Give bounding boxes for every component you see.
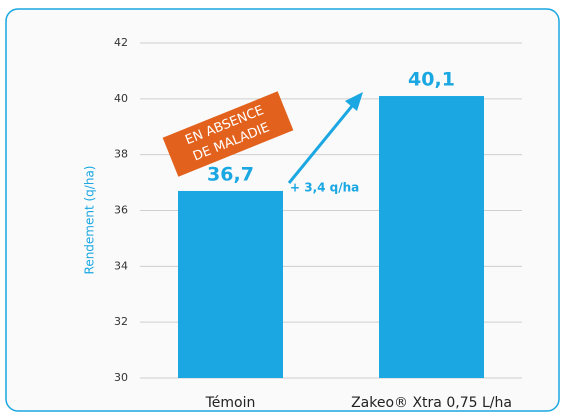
y-tick-label: 34: [114, 259, 128, 272]
badge: EN ABSENCE DE MALADIE: [162, 91, 294, 177]
bar: [178, 190, 283, 378]
badge-box: [162, 91, 294, 177]
annotations: EN ABSENCE DE MALADIE + 3,4 q/ha: [162, 91, 363, 195]
difference-label: + 3,4 q/ha: [290, 181, 359, 195]
bar: [379, 96, 484, 379]
y-tick-label: 42: [114, 36, 128, 49]
x-tick-label: Zakeo® Xtra 0,75 L/ha: [351, 395, 512, 411]
y-tick-label: 30: [114, 371, 128, 384]
y-tick-label: 36: [114, 204, 128, 217]
y-tick-label: 32: [114, 315, 128, 328]
plot: 30 32 34 36 38 40 42 Témoin 36,7 Zakeo® Xtra 0,75…: [114, 36, 522, 411]
value-label: 40,1: [408, 69, 455, 91]
y-tick-label: 40: [114, 92, 128, 105]
value-label: 36,7: [207, 163, 254, 185]
arrow-head: [345, 92, 363, 111]
y-tick-label: 38: [114, 148, 128, 161]
y-axis-label: Rendement (q/ha): [83, 166, 97, 275]
x-tick-label: Témoin: [205, 395, 256, 411]
arrow: [287, 105, 354, 184]
